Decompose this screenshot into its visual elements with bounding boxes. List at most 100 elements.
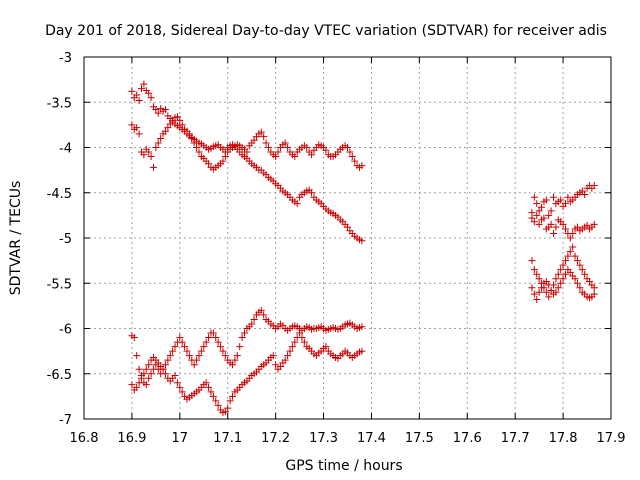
data-point	[147, 370, 155, 378]
data-point	[243, 148, 251, 156]
data-point	[137, 85, 145, 93]
data-point	[559, 275, 567, 283]
data-point	[535, 207, 543, 215]
data-point	[164, 356, 172, 364]
data-point	[238, 334, 246, 342]
data-point	[260, 311, 268, 319]
data-point	[181, 343, 189, 351]
data-point	[221, 408, 229, 416]
data-point	[209, 329, 217, 337]
data-point	[276, 363, 284, 371]
data-point	[576, 261, 584, 269]
data-point	[358, 162, 366, 170]
series-upper-group-a	[128, 80, 366, 245]
data-point	[236, 343, 244, 351]
data-point	[205, 160, 213, 168]
data-point	[176, 334, 184, 342]
data-point	[296, 329, 304, 337]
data-point	[178, 121, 186, 129]
data-point	[530, 290, 538, 298]
data-point	[547, 220, 555, 228]
data-point	[152, 144, 160, 151]
data-point	[561, 257, 569, 265]
data-point	[528, 284, 536, 292]
data-point	[557, 266, 565, 274]
data-point	[221, 352, 229, 360]
data-point	[344, 144, 351, 151]
data-point	[554, 284, 562, 292]
data-point	[226, 397, 234, 405]
data-point	[171, 372, 179, 380]
data-point	[358, 323, 366, 331]
data-point	[576, 284, 584, 292]
data-point	[358, 347, 366, 355]
data-point	[559, 220, 567, 228]
data-point	[202, 379, 210, 387]
x-tick-label: 17.4	[357, 431, 386, 446]
data-point	[308, 151, 316, 159]
data-point	[300, 338, 308, 346]
data-point	[288, 343, 296, 351]
data-point	[161, 127, 169, 135]
data-point	[530, 193, 538, 201]
data-point	[173, 379, 181, 387]
data-point	[557, 196, 565, 204]
data-point	[161, 105, 169, 113]
data-point	[161, 370, 169, 378]
data-point	[135, 365, 143, 373]
data-point	[202, 338, 210, 346]
data-point	[133, 124, 141, 132]
data-point	[550, 193, 558, 201]
data-point	[573, 223, 581, 231]
data-point	[190, 139, 198, 147]
x-axis-ticks: 16.8 16.9 17 17.1 17.2 17.3 17.4 17.5 17.6 17.7 17…	[70, 57, 625, 446]
data-point	[573, 279, 581, 287]
data-point	[149, 163, 157, 171]
data-point	[159, 365, 167, 373]
x-tick-label: 17.3	[309, 431, 338, 446]
data-point	[322, 343, 330, 351]
data-point	[233, 352, 241, 360]
data-point	[195, 148, 203, 156]
data-point	[142, 381, 150, 389]
data-point	[147, 94, 155, 102]
series-right-group	[528, 182, 598, 304]
data-point	[552, 275, 560, 283]
data-point	[217, 343, 225, 351]
data-point	[286, 347, 294, 355]
data-point	[590, 290, 598, 298]
chart-title: Day 201 of 2018, Sidereal Day-to-day VTE…	[45, 23, 607, 39]
data-point	[145, 374, 153, 382]
data-point	[581, 191, 589, 199]
x-tick-label: 17.7	[501, 431, 530, 446]
data-point	[351, 157, 359, 165]
y-tick-label: -6.5	[47, 368, 72, 383]
data-point	[538, 284, 546, 292]
data-point	[547, 286, 555, 294]
data-point	[257, 306, 265, 314]
x-tick-label: 16.8	[70, 431, 99, 446]
data-point	[533, 200, 541, 208]
data-point	[173, 113, 181, 121]
data-point	[274, 148, 282, 156]
data-point	[250, 315, 258, 323]
y-axis-ticks: -3 -3.5 -4 -4.5 -5 -5.5 -6 -6.5 -7	[47, 51, 611, 428]
data-point	[154, 109, 162, 117]
data-point	[298, 334, 306, 342]
data-point	[585, 277, 593, 285]
data-point	[566, 234, 574, 242]
data-point	[590, 182, 598, 190]
data-point	[545, 211, 553, 219]
data-point	[128, 381, 136, 389]
data-point	[590, 284, 598, 292]
data-point	[140, 151, 148, 159]
data-point	[272, 153, 280, 161]
x-tick-label: 17.5	[405, 431, 434, 446]
data-point	[240, 329, 248, 337]
data-point	[193, 144, 201, 151]
data-point	[284, 352, 292, 360]
data-point	[154, 139, 162, 147]
data-point	[152, 105, 160, 113]
data-point	[145, 361, 153, 369]
